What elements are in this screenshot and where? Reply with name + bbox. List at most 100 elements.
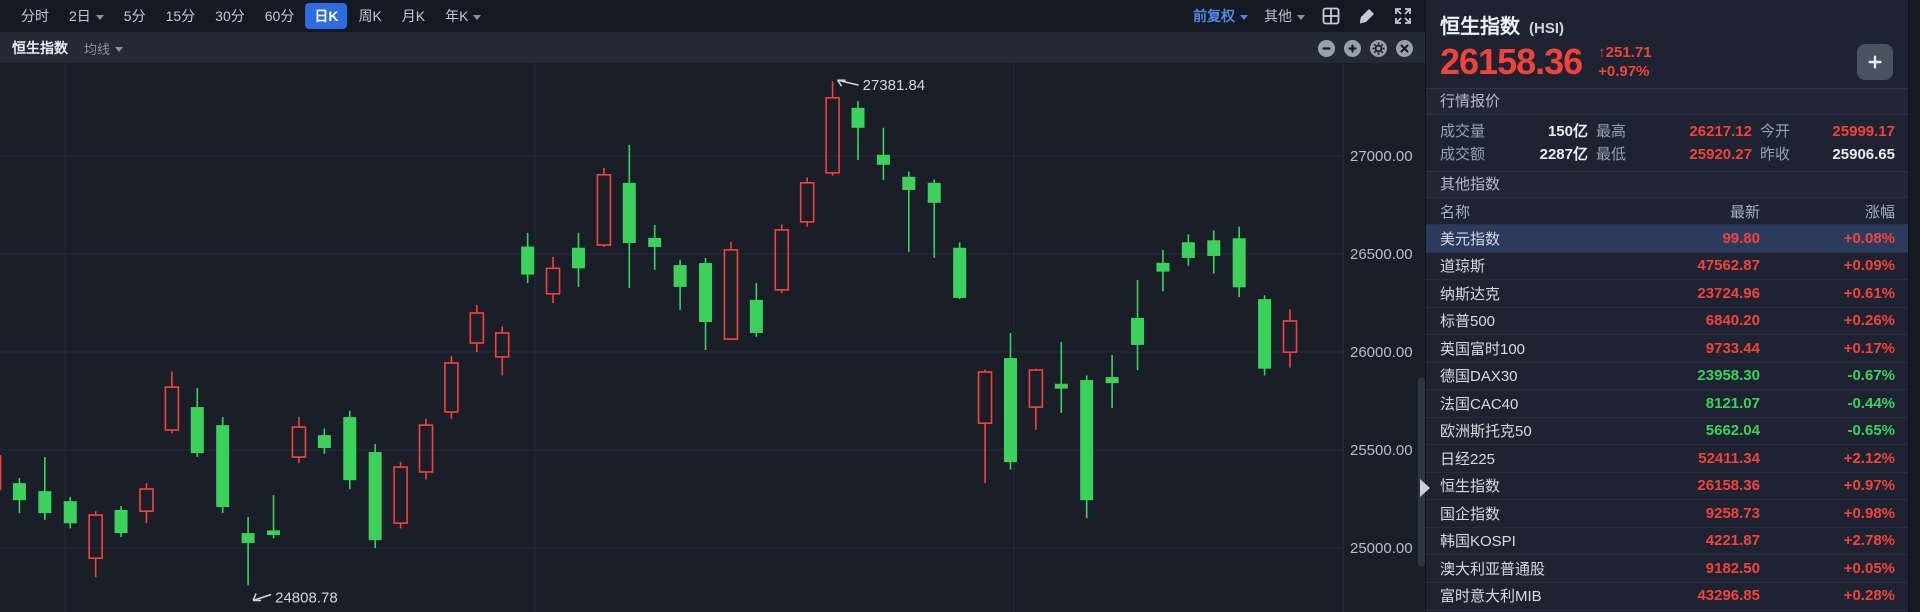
- row-name: 富时意大利MIB: [1440, 588, 1542, 606]
- period-label: 30分: [215, 8, 245, 24]
- low-annotation: 24808.78: [275, 589, 338, 606]
- row-change-percent: -0.67%: [1847, 367, 1895, 385]
- chevron-down-icon: [115, 46, 124, 52]
- table-row[interactable]: 法国CAC40 8121.07 -0.44%: [1426, 390, 1909, 418]
- settings-gear-icon[interactable]: [1370, 39, 1387, 57]
- quote-label: 最低: [1596, 146, 1627, 163]
- toolbar-period-item[interactable]: 60分: [256, 3, 304, 29]
- period-label: 月K: [401, 8, 426, 24]
- row-change-percent: +0.26%: [1843, 312, 1895, 330]
- table-row[interactable]: 道琼斯 47562.87 +0.09%: [1426, 253, 1909, 280]
- row-change-percent: +0.97%: [1843, 477, 1895, 495]
- quote-value: 2287亿: [1539, 146, 1588, 163]
- row-last-price: 43296.85: [1697, 587, 1760, 605]
- table-row[interactable]: 英国富时100 9733.44 +0.17%: [1426, 335, 1909, 363]
- row-change-percent: +0.28%: [1843, 587, 1895, 605]
- row-change-percent: +2.78%: [1843, 532, 1895, 550]
- col-header-change: 涨幅: [1864, 203, 1895, 221]
- toolbar-period-item[interactable]: 日K: [305, 3, 348, 29]
- row-change-percent: +0.61%: [1843, 284, 1895, 302]
- toolbar-period-item[interactable]: 30分: [206, 3, 254, 29]
- period-list: 分时 2日 5分 15分 30分 60分 日K 周K 月K 年K: [12, 3, 490, 29]
- table-row[interactable]: 美元指数 99.80 +0.08%: [1426, 225, 1909, 253]
- zoom-out-icon[interactable]: [1318, 39, 1335, 57]
- table-row[interactable]: 恒生指数 26158.36 +0.97%: [1426, 473, 1909, 500]
- quote-header: 恒生指数 (HSI) 26158.36 ↑251.71 +0.97%: [1426, 0, 1909, 88]
- quote-label: 今开: [1760, 123, 1791, 140]
- quote-value: 25999.17: [1832, 123, 1895, 140]
- table-row[interactable]: 富时意大利MIB 43296.85 +0.28%: [1426, 583, 1909, 610]
- y-axis-label: 26500.00: [1350, 246, 1413, 263]
- adjust-mode-dropdown[interactable]: 前复权: [1193, 6, 1248, 26]
- chevron-down-icon: [473, 14, 482, 20]
- quote-label: 成交额: [1440, 146, 1486, 163]
- row-change-percent: -0.44%: [1847, 394, 1895, 412]
- period-label: 分时: [21, 8, 49, 24]
- row-last-price: 47562.87: [1697, 257, 1760, 275]
- table-row[interactable]: 日经225 52411.34 +2.12%: [1426, 445, 1909, 473]
- y-axis-label: 27000.00: [1350, 148, 1413, 165]
- index-change: ↑251.71 +0.97%: [1598, 43, 1651, 81]
- row-last-price: 26158.36: [1697, 477, 1760, 495]
- other-dropdown[interactable]: 其他: [1264, 6, 1305, 26]
- panel-scrollbar-track[interactable]: [1908, 0, 1920, 612]
- panel-collapse-arrow-icon[interactable]: [1420, 479, 1430, 497]
- quote-item: 最高 26217.12: [1596, 120, 1752, 143]
- ma-dropdown[interactable]: 均线: [84, 39, 124, 58]
- row-last-price: 6840.20: [1705, 312, 1760, 330]
- toolbar-period-item[interactable]: 分时: [12, 3, 58, 29]
- row-last-price: 99.80: [1722, 229, 1760, 247]
- y-axis-label: 26000.00: [1350, 344, 1413, 361]
- up-arrow-icon: ↑: [1598, 44, 1606, 61]
- row-name: 标普500: [1440, 313, 1496, 331]
- quote-item: 今开 25999.17: [1760, 120, 1895, 143]
- row-name: 英国富时100: [1440, 340, 1526, 358]
- row-name: 国企指数: [1440, 505, 1501, 523]
- candlestick-chart[interactable]: 27000.00 26500.00 26000.00 25500.00 25000.00…: [0, 0, 1425, 612]
- indices-table: 美元指数 99.80 +0.08% 道琼斯 47562.87 +0.09% 纳斯达克 2372…: [1426, 225, 1909, 612]
- toolbar-period-item[interactable]: 年K: [436, 3, 490, 29]
- quote-value: 25920.27: [1689, 146, 1752, 163]
- row-last-price: 8121.07: [1705, 394, 1760, 412]
- fullscreen-expand-icon[interactable]: [1393, 6, 1413, 26]
- table-row[interactable]: 澳大利亚普通股 9182.50 +0.05%: [1426, 555, 1909, 583]
- indices-section-title: 其他指数: [1426, 171, 1909, 198]
- panel-scrollbar-thumb[interactable]: [1418, 378, 1425, 566]
- toolbar-period-item[interactable]: 2日: [60, 3, 113, 29]
- zoom-in-icon[interactable]: [1344, 39, 1361, 57]
- table-row[interactable]: 标普500 6840.20 +0.26%: [1426, 308, 1909, 335]
- row-name: 道琼斯: [1440, 258, 1486, 276]
- toolbar-period-item[interactable]: 15分: [157, 3, 205, 29]
- quote-value: 25906.65: [1832, 146, 1895, 163]
- close-icon[interactable]: [1396, 39, 1413, 57]
- table-row[interactable]: 德国DAX30 23958.30 -0.67%: [1426, 363, 1909, 390]
- table-row[interactable]: 国企指数 9258.73 +0.98%: [1426, 500, 1909, 528]
- quote-grid: 成交量 150亿 最高 26217.12 今开 25999.17 成交额 2287亿 最低 259…: [1426, 115, 1909, 171]
- quote-label: 成交量: [1440, 123, 1486, 140]
- add-to-watchlist-button[interactable]: [1857, 44, 1893, 80]
- row-change-percent: +0.05%: [1843, 559, 1895, 577]
- row-name: 日经225: [1440, 450, 1496, 468]
- toolbar-period-item[interactable]: 周K: [349, 3, 390, 29]
- row-last-price: 9258.73: [1705, 504, 1760, 522]
- toolbar-period-item[interactable]: 月K: [393, 3, 434, 29]
- row-change-percent: +0.09%: [1843, 257, 1895, 275]
- row-change-percent: +0.98%: [1843, 504, 1895, 522]
- quote-panel: 恒生指数 (HSI) 26158.36 ↑251.71 +0.97%: [1425, 0, 1920, 612]
- ma-label: 均线: [84, 41, 111, 57]
- period-label: 周K: [358, 8, 382, 24]
- toolbar-period-item[interactable]: 5分: [115, 3, 155, 29]
- chevron-down-icon: [1297, 14, 1305, 20]
- period-toolbar: 分时 2日 5分 15分 30分 60分 日K 周K 月K 年K 前复权 其他: [0, 0, 1425, 33]
- other-label: 其他: [1264, 8, 1292, 24]
- grid-layout-icon[interactable]: [1321, 6, 1341, 26]
- chart-symbol-label: 恒生指数: [12, 40, 68, 56]
- draw-brush-icon[interactable]: [1357, 6, 1377, 26]
- table-row[interactable]: 欧洲斯托克50 5662.04 -0.65%: [1426, 418, 1909, 445]
- col-header-name: 名称: [1440, 203, 1471, 221]
- chevron-down-icon: [1240, 14, 1248, 20]
- table-row[interactable]: 纳斯达克 23724.96 +0.61%: [1426, 280, 1909, 308]
- table-row[interactable]: 韩国KOSPI 4221.87 +2.78%: [1426, 528, 1909, 555]
- change-value: 251.71: [1605, 44, 1652, 61]
